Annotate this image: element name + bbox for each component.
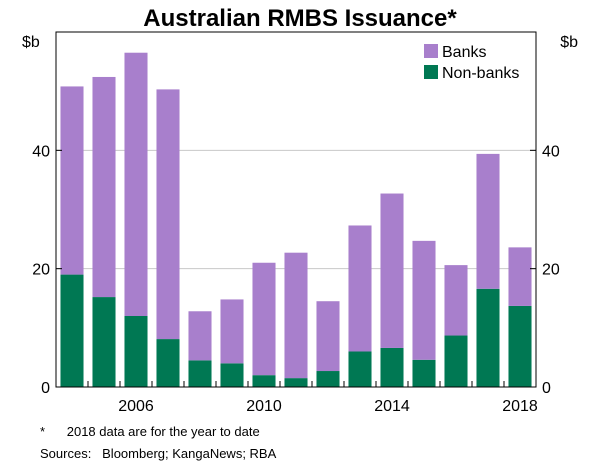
legend: Banks Non-banks — [424, 44, 519, 82]
plot-frame — [55, 31, 537, 388]
x-tick-label-2014: 2014 — [374, 398, 410, 415]
bar-banks-2009 — [220, 299, 244, 364]
x-tick-label-2018: 2018 — [502, 398, 538, 415]
footnote-note: * 2018 data are for the year to date — [40, 424, 260, 439]
bar-nonbanks-2008 — [188, 360, 212, 387]
bars — [60, 52, 532, 387]
bar-banks-2016 — [444, 265, 468, 336]
bar-nonbanks-2016 — [444, 335, 468, 387]
legend-label-non-banks: Non-banks — [442, 65, 519, 82]
y-tick-right-40: 40 — [542, 143, 560, 160]
chart: Australian RMBS Issuance* 0 20 40 0 20 40 20… — [22, 5, 578, 415]
y-tick-right-20: 20 — [542, 262, 560, 279]
y-axis-left-unit: $b — [22, 34, 40, 51]
bar-banks-2013 — [348, 225, 372, 352]
bar-nonbanks-2010 — [252, 375, 276, 387]
bar-banks-2007 — [156, 89, 180, 340]
x-tick-label-2006: 2006 — [118, 398, 154, 415]
bar-nonbanks-2013 — [348, 351, 372, 387]
bar-banks-2006 — [124, 52, 148, 316]
bar-banks-2004 — [60, 86, 84, 275]
y-tick-right-0: 0 — [542, 380, 551, 397]
x-axis: 2006 2010 2014 2018 — [87, 381, 538, 415]
chart-title: Australian RMBS Issuance* — [143, 5, 457, 32]
x-tick-label-2010: 2010 — [246, 398, 282, 415]
bar-nonbanks-2018 — [508, 305, 532, 387]
bar-nonbanks-2006 — [124, 316, 148, 387]
bar-banks-2008 — [188, 311, 212, 361]
legend-swatch-banks — [424, 44, 438, 58]
bar-banks-2014 — [380, 193, 404, 348]
bar-nonbanks-2017 — [476, 288, 500, 387]
bar-banks-2011 — [284, 252, 308, 379]
footnote-sources: Sources: Bloomberg; KangaNews; RBA — [40, 446, 277, 461]
y-tick-left-20: 20 — [32, 262, 50, 279]
bar-banks-2005 — [92, 76, 116, 298]
bar-nonbanks-2005 — [92, 297, 116, 387]
y-tick-left-0: 0 — [41, 380, 50, 397]
bar-banks-2015 — [412, 240, 436, 360]
bar-banks-2017 — [476, 153, 500, 289]
bar-banks-2010 — [252, 262, 276, 376]
legend-label-banks: Banks — [442, 44, 486, 61]
y-axis-right: 0 20 40 — [530, 143, 560, 397]
bar-banks-2018 — [508, 247, 532, 306]
bar-nonbanks-2014 — [380, 347, 404, 387]
y-tick-left-40: 40 — [32, 143, 50, 160]
y-axis-left: 0 20 40 — [32, 143, 62, 397]
bar-nonbanks-2004 — [60, 274, 84, 387]
legend-swatch-non-banks — [424, 65, 438, 79]
bar-nonbanks-2015 — [412, 359, 436, 387]
bar-nonbanks-2007 — [156, 339, 180, 387]
y-axis-right-unit: $b — [560, 34, 578, 51]
bar-nonbanks-2009 — [220, 363, 244, 387]
bar-nonbanks-2011 — [284, 378, 308, 387]
bar-banks-2012 — [316, 301, 340, 372]
bar-nonbanks-2012 — [316, 371, 340, 387]
